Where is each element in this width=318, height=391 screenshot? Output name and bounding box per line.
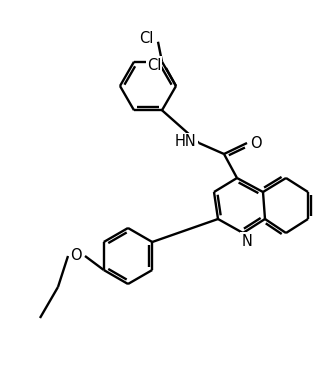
Text: O: O [70,249,82,264]
Text: Cl: Cl [139,31,153,46]
Text: O: O [250,136,262,151]
Text: Cl: Cl [147,57,161,72]
Text: N: N [242,233,252,249]
Text: HN: HN [175,135,197,149]
